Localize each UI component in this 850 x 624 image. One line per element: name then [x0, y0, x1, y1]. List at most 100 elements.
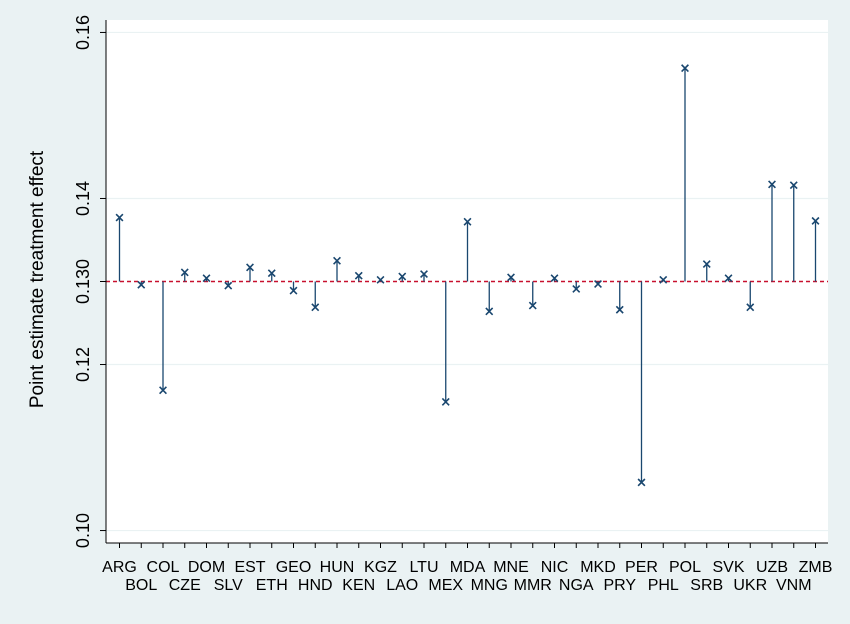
x-marker: [485, 307, 494, 316]
x-tick-label: MMR: [514, 577, 552, 594]
x-tick-label: VNM: [776, 577, 812, 594]
data-point: [354, 271, 363, 280]
data-point: [811, 216, 820, 225]
x-marker: [311, 303, 320, 312]
x-tick-label: UZB: [756, 559, 788, 576]
x-tick-label: POL: [669, 559, 701, 576]
x-tick-label: MNG: [471, 577, 508, 594]
x-marker: [528, 301, 537, 310]
x-marker: [267, 269, 276, 278]
x-marker: [376, 275, 385, 284]
x-tick-label: CZE: [169, 577, 201, 594]
data-point: [246, 263, 254, 272]
x-marker: [137, 280, 146, 289]
x-marker: [702, 260, 711, 269]
x-marker: [746, 303, 755, 312]
data-point: [202, 274, 211, 283]
x-marker: [354, 271, 363, 280]
x-marker: [572, 285, 581, 293]
x-marker: [724, 274, 733, 283]
x-marker: [507, 273, 515, 282]
x-marker: [550, 274, 559, 283]
data-point: [746, 303, 755, 312]
data-point: [333, 256, 341, 265]
x-tick-label: PHL: [648, 577, 679, 594]
data-point: [115, 213, 124, 222]
x-marker: [333, 256, 341, 265]
x-marker: [615, 305, 624, 314]
x-tick-label: PER: [625, 559, 658, 576]
data-point: [572, 285, 581, 293]
x-tick-label: COL: [147, 559, 180, 576]
y-tick-label: 0.16: [73, 15, 93, 50]
x-marker: [768, 180, 776, 189]
x-marker: [246, 263, 254, 272]
data-point: [441, 397, 450, 406]
x-tick-label: KEN: [342, 577, 375, 594]
data-point: [789, 181, 798, 190]
markers: [115, 64, 820, 487]
x-marker: [115, 213, 124, 222]
data-point: [528, 301, 537, 310]
x-tick-label: HND: [298, 577, 333, 594]
x-marker: [224, 281, 233, 290]
data-point: [681, 64, 689, 73]
x-tick-label: LTU: [409, 559, 438, 576]
data-point: [224, 281, 233, 290]
x-tick-label: DOM: [188, 559, 225, 576]
x-tick-label: ETH: [256, 577, 288, 594]
x-tick-label: MDA: [450, 559, 486, 576]
x-marker: [398, 272, 407, 281]
data-point: [768, 180, 776, 189]
data-point: [180, 268, 189, 277]
x-marker: [811, 216, 820, 225]
y-tick-label: 0.10: [73, 513, 93, 548]
data-point: [267, 269, 276, 278]
data-point: [159, 386, 167, 395]
x-marker: [659, 275, 668, 284]
x-marker: [681, 64, 689, 73]
data-point: [311, 303, 320, 312]
y-tick-label: 0.14: [73, 181, 93, 216]
x-tick-label: NGA: [559, 577, 594, 594]
x-tick-label: MKD: [580, 559, 616, 576]
data-point: [420, 270, 428, 278]
y-tick-label: 0.130: [73, 259, 93, 304]
data-point: [376, 275, 385, 284]
gridlines: [106, 31, 828, 532]
x-tick-label: HUN: [320, 559, 355, 576]
data-point: [289, 286, 298, 295]
x-marker: [180, 268, 189, 277]
data-point: [724, 274, 733, 283]
data-point: [485, 307, 494, 316]
x-tick-label: PRY: [603, 577, 636, 594]
x-tick-label: ZMB: [799, 559, 833, 576]
data-point: [137, 280, 146, 289]
x-marker: [289, 286, 298, 295]
data-point: [637, 478, 646, 487]
data-point: [594, 280, 602, 288]
x-tick-label: SLV: [214, 577, 243, 594]
data-point: [659, 275, 668, 284]
x-tick-label: SRB: [690, 577, 723, 594]
data-point: [615, 305, 624, 314]
x-tick-label: EST: [234, 559, 265, 576]
y-axis-label: Point estimate treatment effect: [27, 150, 48, 408]
data-point: [702, 260, 711, 269]
x-tick-label: NIC: [541, 559, 569, 576]
x-marker: [441, 397, 450, 406]
x-marker: [420, 270, 428, 278]
x-tick-label: KGZ: [364, 559, 397, 576]
x-marker: [637, 478, 646, 487]
x-tick-label: GEO: [276, 559, 312, 576]
x-marker: [202, 274, 211, 283]
x-tick-label: ARG: [102, 559, 137, 576]
axes: 0.100.120.1300.140.16ARGBOLCOLCZEDOMSLVE…: [73, 15, 832, 594]
x-tick-label: MNE: [493, 559, 529, 576]
data-point: [398, 272, 407, 281]
data-point: [550, 274, 559, 283]
x-tick-label: UKR: [733, 577, 767, 594]
x-tick-label: LAO: [386, 577, 418, 594]
